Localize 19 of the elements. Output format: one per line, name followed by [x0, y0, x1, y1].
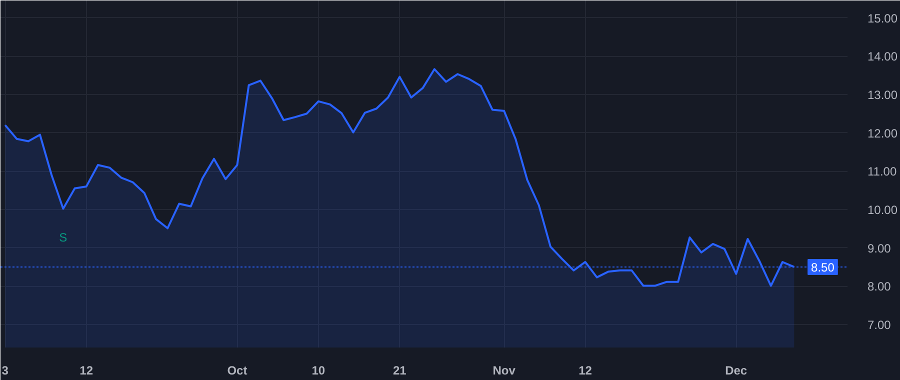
y-tick-label: 7.00 [868, 318, 892, 332]
x-tick-label: 12 [80, 364, 94, 378]
y-tick-label: 14.00 [868, 50, 898, 64]
x-tick-label: 3 [2, 364, 9, 378]
y-tick-label: 8.00 [868, 280, 892, 294]
x-tick-label: Nov [492, 364, 516, 378]
y-tick-label: 15.00 [868, 11, 898, 26]
annotation: S [59, 230, 68, 245]
y-tick-label: 11.00 [868, 164, 897, 179]
x-tick-label: 10 [312, 364, 326, 378]
ref-line-label: 8.50 [811, 260, 835, 274]
y-tick-label: 13.00 [868, 88, 898, 102]
y-tick-label: 12.00 [868, 126, 898, 140]
x-tick-label: Oct [227, 364, 248, 378]
y-tick-label: 9.00 [868, 241, 892, 256]
y-tick-label: 10.00 [868, 202, 898, 217]
x-tick-label: Dec [725, 364, 748, 378]
x-tick-label: 12 [578, 364, 592, 378]
x-tick-label: 21 [392, 364, 407, 378]
